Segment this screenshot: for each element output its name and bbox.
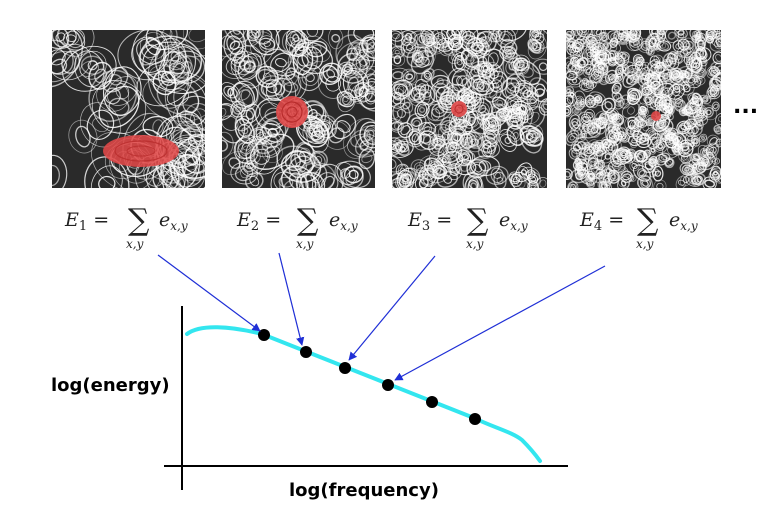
formula-3-term-sub: x,y bbox=[510, 219, 528, 233]
eddy-highlight-1 bbox=[103, 135, 179, 167]
svg-text:∑: ∑ bbox=[297, 203, 319, 238]
svg-text:E4 =: E4 = bbox=[579, 209, 624, 234]
svg-text:ex,y: ex,y bbox=[329, 209, 358, 233]
formula-4: E4 = ∑ ex,y x,y bbox=[579, 203, 698, 251]
eddy-highlight-3 bbox=[451, 101, 467, 117]
spectrum-dot-5 bbox=[426, 396, 438, 408]
formula-1-sum-index: x,y bbox=[126, 237, 144, 251]
flow-panel-3 bbox=[392, 30, 547, 188]
svg-text:ex,y: ex,y bbox=[669, 209, 698, 233]
svg-text:E2 =: E2 = bbox=[236, 209, 281, 234]
formula-3-subscript: 3 bbox=[422, 219, 430, 234]
spectrum-dot-1 bbox=[258, 329, 270, 341]
formula-2-subscript: 2 bbox=[251, 219, 259, 234]
svg-text:∑: ∑ bbox=[128, 203, 150, 238]
formula-3: E3 = ∑ ex,y x,y bbox=[407, 203, 528, 251]
svg-text:E3 =: E3 = bbox=[407, 209, 452, 234]
flow-texture-4 bbox=[566, 30, 721, 188]
svg-text:ex,y: ex,y bbox=[159, 209, 188, 233]
flow-panel-1 bbox=[52, 30, 205, 188]
formula-4-subscript: 4 bbox=[594, 219, 602, 234]
spectrum-dot-4 bbox=[382, 379, 394, 391]
ellipsis: ... bbox=[733, 94, 758, 119]
formula-2: E2 = ∑ ex,y x,y bbox=[236, 203, 358, 251]
energy-spectrum-curve bbox=[185, 325, 542, 463]
formula-1-term-sub: x,y bbox=[170, 219, 188, 233]
formula-1-subscript: 1 bbox=[79, 219, 87, 234]
flow-panel-2 bbox=[222, 30, 375, 188]
arrow-4 bbox=[394, 265, 606, 381]
flow-panel-4 bbox=[566, 30, 721, 188]
formula-1: E1 = ∑ ex,y x,y bbox=[64, 203, 188, 251]
spectrum-dot-2 bbox=[300, 346, 312, 358]
formula-2-sum-index: x,y bbox=[296, 237, 314, 251]
formula-2-term-sub: x,y bbox=[340, 219, 358, 233]
svg-text:∑: ∑ bbox=[637, 203, 659, 238]
spectrum-dot-3 bbox=[339, 362, 351, 374]
formula-3-sum-index: x,y bbox=[466, 237, 484, 251]
formula-4-sum-index: x,y bbox=[636, 237, 654, 251]
svg-text:ex,y: ex,y bbox=[499, 209, 528, 233]
eddy-highlight-2 bbox=[276, 96, 308, 128]
arrow-3 bbox=[348, 255, 436, 361]
flow-texture-2 bbox=[222, 30, 375, 188]
arrow-2 bbox=[278, 252, 305, 346]
formula-4-term-sub: x,y bbox=[680, 219, 698, 233]
spectrum-dot-6 bbox=[469, 413, 481, 425]
eddy-highlight-4 bbox=[651, 111, 661, 121]
arrow-1 bbox=[157, 254, 261, 332]
x-axis-label: log(frequency) bbox=[289, 480, 439, 501]
svg-text:E1 =: E1 = bbox=[64, 209, 109, 234]
y-axis-label: log(energy) bbox=[51, 375, 170, 396]
svg-text:∑: ∑ bbox=[467, 203, 489, 238]
flow-texture-3 bbox=[392, 30, 547, 188]
